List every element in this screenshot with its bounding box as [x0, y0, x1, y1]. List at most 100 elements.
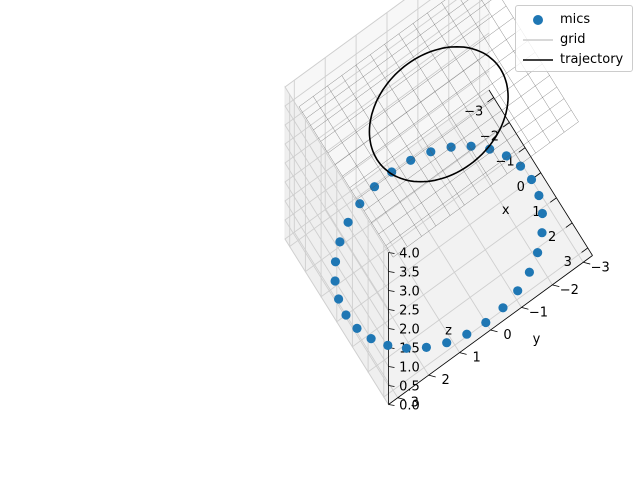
x-tick: [518, 147, 526, 153]
x-tick-label: 2: [548, 230, 556, 245]
grid-line: [327, 85, 422, 237]
grid-line: [313, 0, 492, 131]
legend-label: mics: [560, 12, 591, 27]
mic-point: [421, 342, 431, 352]
grid-line: [298, 106, 394, 258]
grid-line: [427, 12, 522, 164]
y-axis-label: y: [533, 332, 541, 347]
x-tick-label: −2: [480, 130, 499, 145]
x-tick-label: −3: [464, 105, 483, 120]
y-tick-label: 0: [503, 328, 511, 343]
mic-point: [335, 237, 345, 247]
x-axis-label: x: [502, 203, 510, 218]
mic-point: [426, 147, 436, 157]
legend-label: trajectory: [560, 52, 624, 67]
mic-point: [352, 323, 362, 333]
mic-point: [341, 310, 351, 320]
mic-point: [498, 303, 508, 313]
mic-point: [366, 334, 376, 344]
grid-line: [356, 63, 543, 200]
x-tick-label: 1: [532, 205, 540, 220]
x-tick: [581, 247, 589, 253]
mic-point: [442, 338, 452, 348]
z-gridline: [284, 89, 490, 405]
z-tick-label: 3.5: [399, 266, 420, 281]
z-tick: [388, 366, 395, 368]
z-tick: [388, 271, 395, 273]
grid-line: [313, 96, 408, 247]
legend-item-mics: mics: [516, 10, 632, 30]
legend-line-icon: [523, 59, 553, 61]
x-tick-label: 0: [517, 180, 525, 195]
z-gridline: [284, 32, 490, 348]
x-tick: [565, 222, 573, 228]
mic-point: [481, 317, 491, 328]
mic-point: [334, 294, 344, 304]
z-tick: [388, 404, 395, 406]
z-tick-label: 1.0: [399, 361, 420, 376]
mic-point: [515, 161, 526, 171]
mic-point: [369, 182, 380, 192]
y-tick: [428, 374, 436, 378]
mic-point: [513, 286, 523, 296]
mic-point: [330, 276, 340, 286]
y-tick: [459, 352, 467, 355]
y-tick-label: −3: [591, 260, 610, 275]
z-gridline: [284, 0, 405, 253]
z-tick-label: 3.0: [399, 285, 420, 300]
z-tick: [388, 252, 395, 254]
mic-point: [330, 257, 341, 267]
z-tick-label: 0.0: [399, 399, 420, 414]
grid-line: [306, 0, 469, 119]
y-tick: [552, 284, 560, 288]
trajectory-series: [368, 45, 509, 183]
legend-label: grid: [560, 32, 586, 47]
mic-point: [537, 228, 547, 238]
mic-point: [343, 217, 353, 227]
y-tick: [583, 261, 591, 265]
z-tick: [388, 385, 395, 387]
legend-marker-icon: [533, 15, 543, 25]
x-tick-label: 3: [564, 255, 572, 270]
z-tick: [388, 328, 395, 330]
y-tick: [521, 307, 529, 310]
legend: mics grid trajectory: [515, 5, 633, 72]
grid-line: [355, 64, 451, 216]
mic-point: [501, 151, 511, 161]
mic-point: [446, 142, 456, 152]
grid-line: [412, 23, 508, 174]
legend-line-icon: [523, 39, 553, 41]
mic-point: [406, 155, 416, 165]
y-tick-label: −2: [560, 283, 579, 298]
x-tick: [487, 97, 494, 103]
mic-point: [533, 248, 543, 258]
trajectory-line: [368, 45, 509, 183]
mic-point: [401, 343, 411, 353]
grid-line: [378, 98, 565, 235]
z-axis-label: z: [445, 324, 452, 339]
grid-line: [371, 86, 557, 223]
z-gridline: [284, 0, 457, 291]
z-tick: [388, 290, 395, 292]
grid-line: [320, 5, 507, 142]
grid-line: [364, 75, 550, 212]
grid-line: [327, 17, 514, 154]
mics-series: [330, 141, 548, 353]
z-tick-label: 4.0: [399, 247, 420, 262]
grid-line: [441, 2, 536, 154]
mic-point: [534, 190, 544, 201]
grid-line: [335, 29, 521, 165]
y-tick-label: −1: [529, 305, 548, 320]
y-tick-label: 2: [442, 373, 450, 388]
mic-point: [383, 340, 393, 350]
grid-line: [298, 0, 446, 107]
axis-ticks: −3−2−10123−3−2−101230.00.51.01.52.02.53.…: [388, 97, 610, 414]
z-gridline: [284, 51, 490, 367]
mic-point: [526, 174, 537, 185]
mic-point: [537, 208, 548, 219]
x-tick: [549, 197, 557, 203]
z-tick: [388, 309, 395, 311]
x-tick: [534, 172, 541, 178]
grid-line: [385, 110, 572, 246]
